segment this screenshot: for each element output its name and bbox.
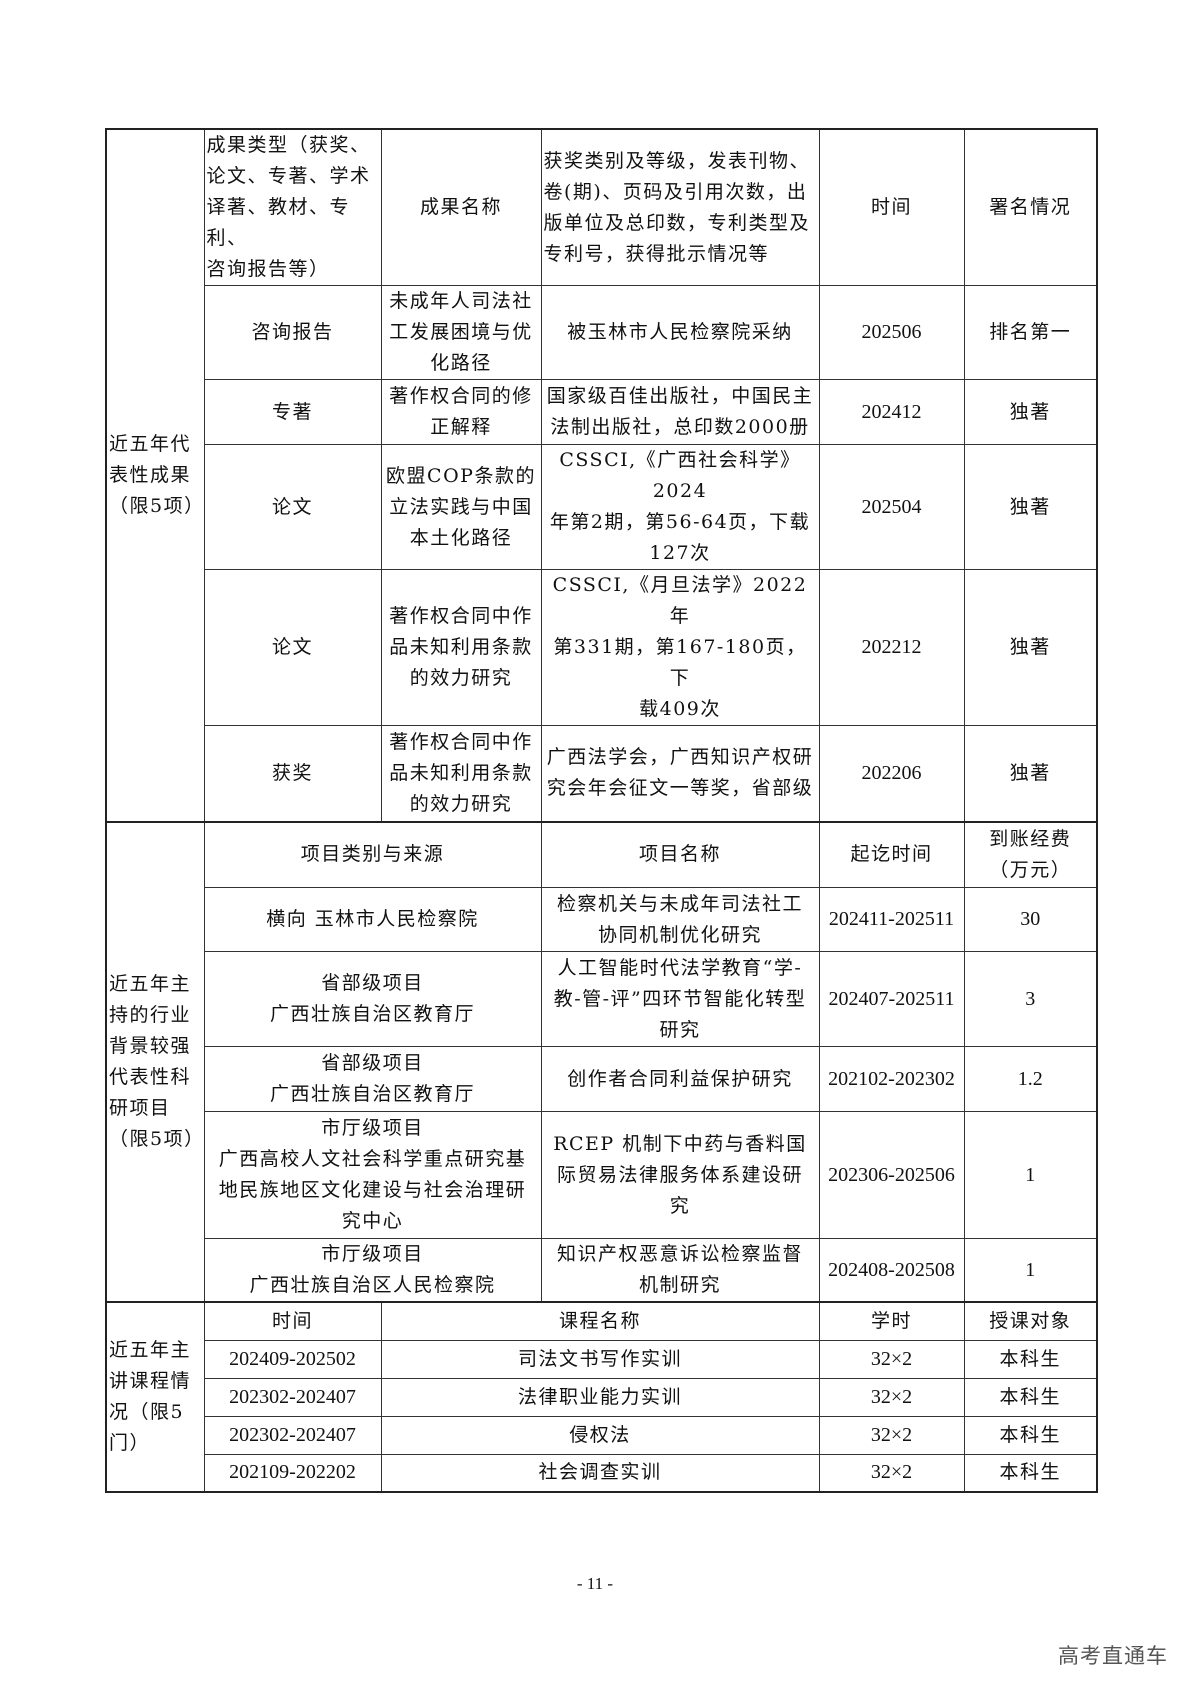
project-row: 省部级项目 广西壮族自治区教育厅 人工智能时代法学教育“学- 教-管-评”四环节… [106,951,1098,1047]
project-name: 知识产权恶意诉讼检察监督 机制研究 [540,1238,820,1303]
project-row: 市厅级项目 广西壮族自治区人民检察院 知识产权恶意诉讼检察监督 机制研究 202… [106,1238,1098,1303]
course-row: 202409-202502 司法文书写作实训 32×2 本科生 [106,1339,1098,1379]
course-audience: 本科生 [963,1377,1098,1417]
achievement-type: 论文 [203,444,382,570]
project-period: 202408-202508 [818,1238,965,1303]
achievement-author: 独著 [963,569,1098,726]
project-source: 横向 玉林市人民检察院 [203,887,542,952]
achievement-time: 202206 [818,725,965,822]
achievement-type: 咨询报告 [203,285,382,380]
project-funding: 1 [963,1238,1098,1303]
project-row: 横向 玉林市人民检察院 检察机关与未成年司法社工 协同机制优化研究 202411… [106,887,1098,952]
header-project-period: 起讫时间 [818,820,965,888]
page-number: - 11 - [576,1574,614,1593]
achievement-type: 论文 [203,569,382,726]
header-author: 署名情况 [963,128,1098,286]
course-audience: 本科生 [963,1415,1098,1455]
header-name: 成果名称 [380,128,542,286]
achievement-name: 欧盟COP条款的 立法实践与中国 本土化路径 [380,444,542,570]
header-project-source: 项目类别与来源 [203,820,542,888]
achievement-row: 获奖 著作权合同中作 品未知利用条款 的效力研究 广西法学会，广西知识产权研 究… [106,725,1098,822]
achievement-row: 论文 著作权合同中作 品未知利用条款 的效力研究 CSSCI,《月旦法学》202… [106,569,1098,726]
course-row: 202302-202407 法律职业能力实训 32×2 本科生 [106,1377,1098,1417]
project-funding: 1.2 [963,1046,1098,1112]
header-course-name: 课程名称 [380,1301,820,1341]
project-row: 市厅级项目 广西高校人文社会科学重点研究基 地民族地区文化建设与社会治理研 究中… [106,1111,1098,1239]
project-funding: 1 [963,1111,1098,1239]
header-course-audience: 授课对象 [963,1301,1098,1341]
achievement-author: 独著 [963,725,1098,822]
header-project-funding: 到账经费 （万元） [963,820,1098,888]
achievements-section-label: 近五年代 表性成果 （限5项） [105,128,205,822]
project-name: 创作者合同利益保护研究 [540,1046,820,1112]
achievement-detail: CSSCI,《广西社会科学》2024 年第2期，第56-64页，下载 127次 [540,444,820,570]
achievement-row: 咨询报告 未成年人司法社 工发展困境与优 化路径 被玉林市人民检察院采纳 202… [106,285,1098,380]
project-source: 省部级项目 广西壮族自治区教育厅 [203,1046,542,1112]
achievement-detail: 广西法学会，广西知识产权研 究会年会征文一等奖，省部级 [540,725,820,822]
course-name: 侵权法 [380,1415,820,1455]
project-period: 202102-202302 [818,1046,965,1112]
project-period: 202306-202506 [818,1111,965,1239]
project-row: 省部级项目 广西壮族自治区教育厅 创作者合同利益保护研究 202102-2023… [106,1046,1098,1112]
achievement-author: 排名第一 [963,285,1098,380]
achievement-name: 著作权合同中作 品未知利用条款 的效力研究 [380,569,542,726]
achievement-detail: CSSCI,《月旦法学》2022年 第331期，第167-180页，下 载409… [540,569,820,726]
header-project-name: 项目名称 [540,820,820,888]
watermark: 高考直通车 [1058,1644,1168,1668]
header-course-hours: 学时 [818,1301,965,1341]
achievement-type: 获奖 [203,725,382,822]
achievement-type: 专著 [203,379,382,445]
achievement-name: 著作权合同的修 正解释 [380,379,542,445]
project-source: 省部级项目 广西壮族自治区教育厅 [203,951,542,1047]
course-period: 202302-202407 [203,1415,382,1455]
achievement-name: 未成年人司法社 工发展困境与优 化路径 [380,285,542,380]
project-source: 市厅级项目 广西壮族自治区人民检察院 [203,1238,542,1303]
project-name: RCEP 机制下中药与香料国 际贸易法律服务体系建设研 究 [540,1111,820,1239]
course-row: 202302-202407 侵权法 32×2 本科生 [106,1415,1098,1455]
course-name: 社会调查实训 [380,1453,820,1493]
resume-table: 近五年代 表性成果 （限5项） 成果类型（获奖、 论文、专著、学术 译著、教材、… [105,128,1098,1493]
header-course-period: 时间 [203,1301,382,1341]
course-row: 202109-202202 社会调查实训 32×2 本科生 [106,1453,1098,1493]
course-period: 202409-202502 [203,1339,382,1379]
achievement-detail: 被玉林市人民检察院采纳 [540,285,820,380]
course-name: 法律职业能力实训 [380,1377,820,1417]
project-period: 202407-202511 [818,951,965,1047]
achievement-detail: 国家级百佳出版社，中国民主 法制出版社，总印数2000册 [540,379,820,445]
project-name: 人工智能时代法学教育“学- 教-管-评”四环节智能化转型 研究 [540,951,820,1047]
achievement-name: 著作权合同中作 品未知利用条款 的效力研究 [380,725,542,822]
project-funding: 30 [963,887,1098,952]
achievement-time: 202412 [818,379,965,445]
achievement-author: 独著 [963,444,1098,570]
course-period: 202109-202202 [203,1453,382,1493]
course-hours: 32×2 [818,1377,965,1417]
course-audience: 本科生 [963,1453,1098,1493]
project-name: 检察机关与未成年司法社工 协同机制优化研究 [540,887,820,952]
achievement-time: 202506 [818,285,965,380]
course-name: 司法文书写作实训 [380,1339,820,1379]
course-period: 202302-202407 [203,1377,382,1417]
header-time: 时间 [818,128,965,286]
course-audience: 本科生 [963,1339,1098,1379]
course-hours: 32×2 [818,1415,965,1455]
achievement-row: 专著 著作权合同的修 正解释 国家级百佳出版社，中国民主 法制出版社，总印数20… [106,379,1098,445]
projects-section-label: 近五年主 持的行业 背景较强 代表性科 研项目 （限5项） [105,820,205,1303]
header-detail: 获奖类别及等级，发表刊物、 卷(期)、页码及引用次数，出 版单位及总印数，专利类… [540,128,820,286]
header-type: 成果类型（获奖、 论文、专著、学术 译著、教材、专利、 咨询报告等） [203,128,382,286]
course-hours: 32×2 [818,1339,965,1379]
courses-section-label: 近五年主 讲课程情 况（限5 门） [105,1301,205,1493]
project-source: 市厅级项目 广西高校人文社会科学重点研究基 地民族地区文化建设与社会治理研 究中… [203,1111,542,1239]
project-period: 202411-202511 [818,887,965,952]
achievement-time: 202504 [818,444,965,570]
achievement-row: 论文 欧盟COP条款的 立法实践与中国 本土化路径 CSSCI,《广西社会科学》… [106,444,1098,570]
project-funding: 3 [963,951,1098,1047]
achievement-author: 独著 [963,379,1098,445]
course-hours: 32×2 [818,1453,965,1493]
achievement-time: 202212 [818,569,965,726]
